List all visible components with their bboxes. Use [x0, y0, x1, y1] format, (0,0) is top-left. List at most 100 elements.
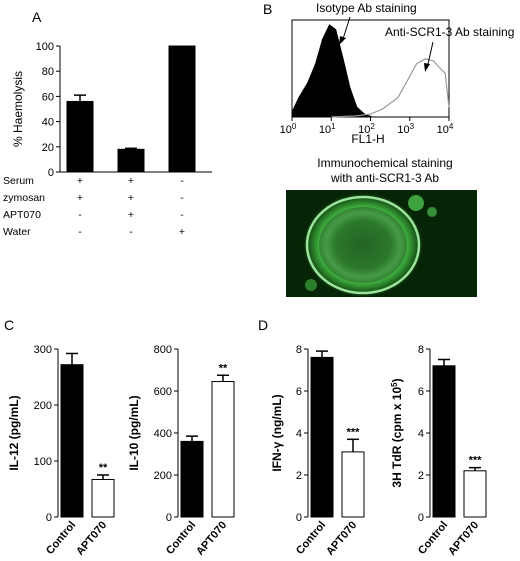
y-tick-label: 600	[154, 386, 172, 398]
x-tick-exponent: 3	[410, 122, 415, 131]
panel-letter-c: C	[4, 317, 14, 333]
cell-membrane	[305, 195, 421, 295]
anti-scr-histogram	[331, 58, 450, 118]
condition-mark: +	[128, 175, 134, 187]
y-axis-label-superscript: 5	[390, 382, 399, 387]
y-tick-label: 800	[154, 344, 172, 356]
y-tick-label: 400	[154, 428, 172, 440]
anti-scr-label: Anti-SCR1-3 Ab staining	[385, 25, 514, 39]
x-tick-label: 104	[437, 122, 454, 137]
category-label: Control	[294, 519, 328, 557]
il10-chart: 0 200 400 600 800 IL-10 (pg/mL) Control ** APT07…	[127, 344, 235, 558]
condition-mark: -	[129, 226, 133, 238]
category-label: APT070	[194, 519, 229, 558]
isotype-label: Isotype Ab staining	[316, 1, 417, 15]
x-tick-base: 10	[319, 124, 331, 136]
y-axis-label: 3H TdR (cpm x 105)	[390, 378, 405, 487]
y-tick-label: 100	[34, 456, 52, 468]
significance-marker: **	[219, 362, 228, 374]
x-tick-base: 10	[280, 124, 292, 136]
significance-marker: ***	[347, 426, 361, 438]
cell-interior	[319, 207, 407, 283]
y-tick-label: 200	[34, 400, 52, 412]
isotype-histogram	[291, 24, 373, 118]
y-axis-label-text: IL-10 (pg/mL)	[127, 395, 141, 470]
y-tick-label: 4	[296, 428, 302, 440]
y-tick-label: 0	[166, 512, 172, 524]
bar	[180, 440, 204, 518]
x-tick-exponent: 1	[331, 122, 336, 131]
y-axis-label-end: )	[390, 378, 404, 382]
condition-label: zymosan	[3, 192, 45, 204]
condition-mark: +	[179, 226, 185, 238]
condition-mark: -	[78, 209, 82, 221]
x-tick-exponent: 2	[370, 122, 375, 131]
haemolysis-chart: 0 20 40 60 80 100 % Haemolysis Serum + + - zymosan +…	[3, 41, 212, 238]
y-tick-label: 60	[42, 91, 54, 103]
bleb-3	[305, 279, 317, 291]
bar	[91, 478, 115, 518]
x-tick-exponent: 4	[449, 122, 454, 131]
micrograph	[286, 190, 477, 297]
histogram-x-label: FL1-H	[351, 132, 384, 146]
micrograph-title-line1: Immunochemical staining	[317, 156, 452, 170]
anti-scr-arrowhead	[424, 63, 430, 72]
condition-label: APT070	[3, 209, 41, 221]
y-tick-label: 2	[418, 470, 424, 482]
condition-mark: -	[180, 209, 184, 221]
y-tick-label: 8	[296, 344, 302, 356]
condition-label: Water	[3, 226, 31, 238]
y-tick-label: 100	[36, 41, 54, 53]
micrograph-title-line2: with anti-SCR1-3 Ab	[330, 171, 439, 185]
x-tick-label: 102	[358, 122, 375, 137]
il12-chart: 0 100 200 300 IL-12 (pg/mL) Control ** APT070	[7, 344, 115, 558]
bleb-1	[408, 195, 424, 211]
panel-letter-d: D	[258, 317, 268, 333]
bar	[432, 365, 456, 518]
y-tick-label: 6	[296, 386, 302, 398]
y-tick-label: 4	[418, 428, 424, 440]
bar	[341, 451, 365, 518]
panel-letter-b: B	[263, 1, 272, 17]
y-axis-label-text: IFN-γ (ng/mL)	[270, 394, 284, 471]
condition-mark: +	[128, 192, 134, 204]
y-tick-label: 0	[46, 512, 52, 524]
bleb-2	[427, 207, 437, 217]
x-tick-label: 101	[319, 122, 336, 137]
y-tick-label: 0	[296, 512, 302, 524]
thymidine-chart: 0 2 4 6 8 3H TdR (cpm x 105) Control *** APT070	[390, 344, 487, 558]
y-tick-label: 80	[42, 66, 54, 78]
condition-mark: +	[128, 209, 134, 221]
isotype-arrowhead	[339, 36, 346, 45]
y-tick-label: 0	[418, 512, 424, 524]
bar	[168, 45, 196, 173]
condition-mark: +	[77, 192, 83, 204]
y-axis-label-text: 3H TdR (cpm x 10	[390, 387, 404, 488]
category-label: Control	[164, 519, 198, 557]
y-axis-label-text: % Haemolysis	[11, 71, 25, 147]
x-tick-base: 10	[358, 124, 370, 136]
y-tick-label: 6	[418, 386, 424, 398]
category-label: APT070	[324, 519, 359, 558]
bar	[463, 470, 487, 518]
significance-marker: **	[99, 462, 108, 474]
y-axis-label-text: IL-12 (pg/mL)	[7, 395, 21, 470]
panel-letter-a: A	[32, 9, 42, 25]
y-tick-label: 0	[48, 167, 54, 179]
y-axis-label: IL-12 (pg/mL)	[7, 395, 21, 470]
bar	[310, 356, 334, 518]
x-tick-base: 10	[437, 124, 449, 136]
x-tick-exponent: 0	[292, 122, 297, 131]
bar	[117, 148, 145, 173]
y-tick-label: 200	[154, 470, 172, 482]
category-label: APT070	[446, 519, 481, 558]
y-tick-label: 8	[418, 344, 424, 356]
category-label: Control	[44, 519, 78, 557]
y-axis-label: % Haemolysis	[11, 71, 25, 147]
x-tick-label: 100	[280, 122, 297, 137]
bar	[60, 364, 84, 518]
y-axis-label: IFN-γ (ng/mL)	[270, 394, 284, 471]
category-label: APT070	[74, 519, 109, 558]
x-tick-base: 10	[397, 124, 409, 136]
